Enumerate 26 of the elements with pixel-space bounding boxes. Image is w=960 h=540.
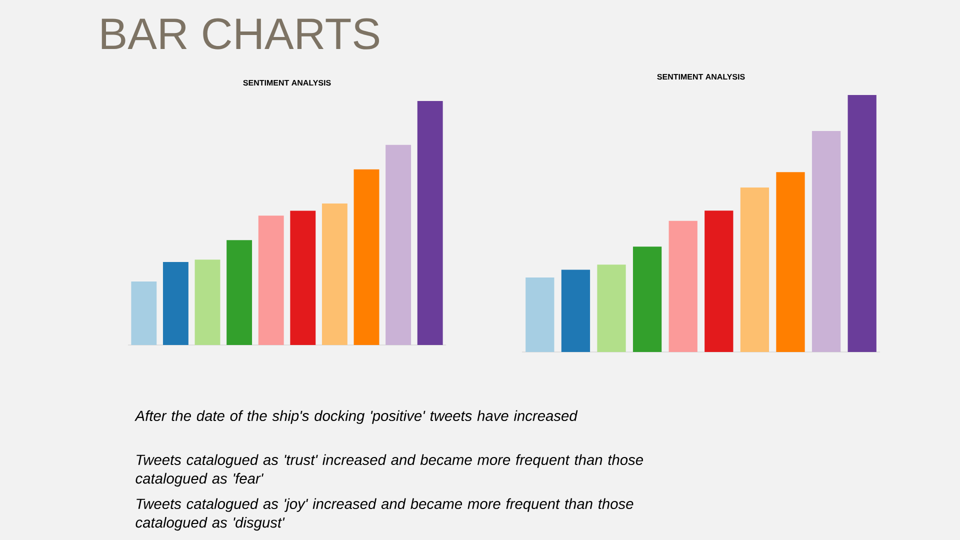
text: Tweets catalogued as 'joy' increased and became more frequent than those catalogued as 'disgust'	[136, 498, 634, 531]
bar	[704, 210, 734, 352]
bar	[740, 188, 770, 352]
bar	[632, 246, 662, 352]
bar	[322, 203, 348, 345]
chart-title: SENTIMENT ANALYSIS	[657, 74, 745, 80]
bar	[290, 210, 316, 345]
bar	[812, 130, 841, 352]
text: Tweets catalogued as 'trust' increased and became more frequent than those catalogued as 'fear'	[136, 454, 643, 487]
bar	[597, 264, 626, 352]
bar	[226, 240, 252, 345]
bar	[386, 144, 412, 345]
bar	[526, 277, 554, 352]
text: BAR CHARTS	[102, 18, 380, 50]
bar	[417, 101, 443, 345]
bar	[162, 262, 188, 345]
chart-title: SENTIMENT ANALYSIS	[243, 80, 331, 86]
bar	[354, 169, 380, 345]
bar	[194, 260, 220, 345]
bar	[668, 220, 698, 352]
bar	[848, 95, 876, 352]
bar	[258, 216, 284, 345]
bar	[561, 270, 590, 352]
bar	[776, 172, 805, 352]
text: After the date of the ship's docking 'positive' tweets have increased	[134, 410, 578, 424]
bar	[131, 282, 157, 345]
